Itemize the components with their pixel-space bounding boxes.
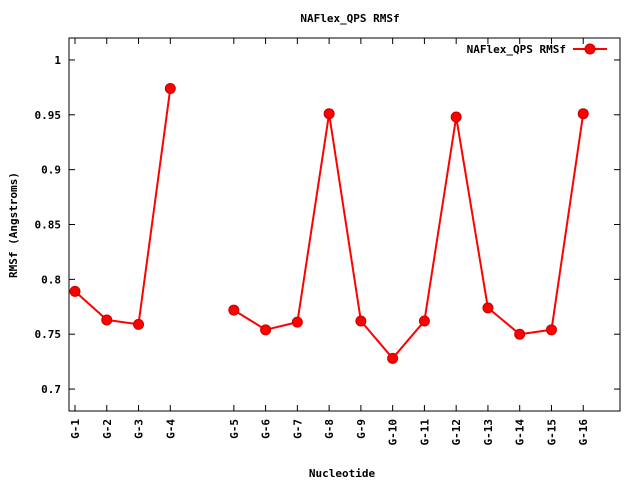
x-tick-label: G-4 [164, 419, 177, 439]
series-naflex-qps-rmsf [69, 82, 589, 364]
legend-label: NAFlex_QPS RMSf [467, 43, 566, 56]
legend: NAFlex_QPS RMSf [467, 43, 607, 56]
y-tick-label: 1 [54, 54, 61, 67]
x-tick-label: G-15 [545, 419, 558, 446]
x-tick-label: G-1 [69, 419, 82, 439]
data-point [228, 304, 240, 316]
data-point [260, 324, 272, 336]
data-point [545, 324, 557, 336]
data-point [291, 316, 303, 328]
data-point [482, 302, 494, 314]
x-tick-label: G-9 [355, 419, 368, 439]
x-tick-label: G-10 [387, 419, 400, 446]
data-point [577, 108, 589, 120]
x-tick-label: G-14 [514, 419, 527, 446]
x-tick-label: G-12 [450, 419, 463, 446]
series-line [74, 88, 172, 326]
y-axis-label: RMSf (Angstroms) [7, 172, 20, 278]
x-tick-label: G-6 [260, 419, 273, 439]
y-tick-label: 0.95 [35, 109, 62, 122]
y-tick-label: 0.7 [41, 383, 61, 396]
legend-marker [584, 43, 596, 55]
data-point [387, 352, 399, 364]
chart-title: NAFlex_QPS RMSf [300, 12, 399, 25]
data-point [418, 315, 430, 327]
data-point [514, 328, 526, 340]
y-axis: 0.7 0.75 0.8 0.85 0.9 0.95 1 [35, 54, 620, 396]
x-tick-label: G-8 [323, 419, 336, 439]
data-point [101, 314, 113, 326]
x-tick-label: G-7 [291, 419, 304, 439]
x-tick-label: G-2 [101, 419, 114, 439]
data-point [355, 315, 367, 327]
series-line [233, 112, 585, 360]
data-point [450, 111, 462, 123]
x-axis: G-1 G-2 G-3 G-4 G-5 G-6 G-7 G-8 G-9 G-10 G-11 G-12 G… [69, 38, 590, 446]
x-axis-label: Nucleotide [309, 467, 376, 480]
y-tick-label: 0.85 [35, 219, 62, 232]
y-tick-label: 0.9 [41, 164, 61, 177]
x-tick-label: G-13 [482, 419, 495, 446]
x-tick-label: G-11 [418, 419, 431, 446]
x-tick-label: G-16 [577, 419, 590, 446]
data-point [323, 108, 335, 120]
y-tick-label: 0.75 [35, 328, 62, 341]
data-point [69, 285, 81, 297]
x-tick-label: G-3 [133, 419, 146, 439]
data-point [164, 82, 176, 94]
y-tick-label: 0.8 [41, 273, 61, 286]
data-point [133, 318, 145, 330]
x-tick-label: G-5 [228, 419, 241, 439]
